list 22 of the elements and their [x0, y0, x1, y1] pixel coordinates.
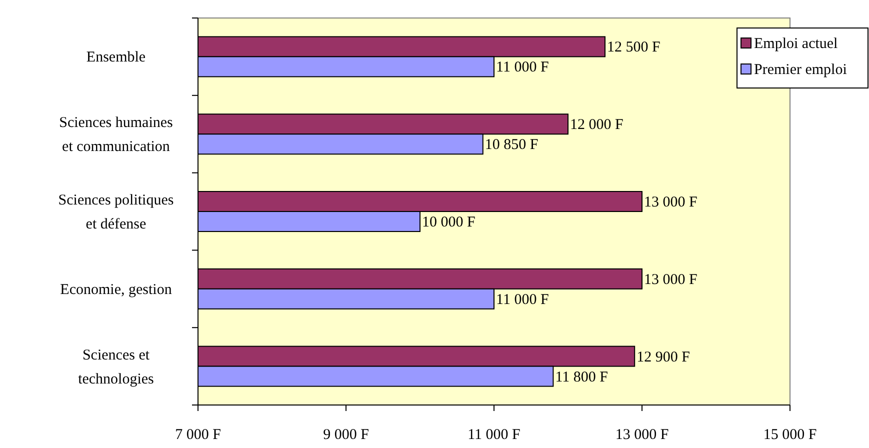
- x-tick-label: 15 000 F: [763, 427, 817, 443]
- y-tick-label: Economie, gestion: [60, 282, 172, 298]
- data-label: 13 000 F: [644, 272, 698, 288]
- data-label: 12 900 F: [636, 349, 690, 366]
- data-label: 13 000 F: [644, 194, 698, 210]
- x-tick-label: 9 000 F: [323, 427, 369, 443]
- data-label: 10 850 F: [484, 137, 538, 154]
- data-label: 12 500 F: [607, 40, 660, 56]
- data-label: 11 800 F: [555, 369, 608, 386]
- data-label: 11 000 F: [496, 60, 549, 76]
- legend-label: Emploi actuel: [754, 36, 838, 52]
- x-tick-label: 11 000 F: [468, 427, 520, 443]
- y-tick-label: Sciences et technologies: [78, 347, 154, 388]
- y-tick-label: Sciences politiques et défense: [58, 192, 174, 232]
- x-tick-label: 7 000 F: [175, 427, 221, 443]
- data-label: 10 000 F: [422, 214, 476, 230]
- x-tick-label: 13 000 F: [615, 427, 669, 443]
- y-tick-label: Sciences humaines et communication: [59, 115, 174, 156]
- legend-label: Premier emploi: [754, 62, 847, 78]
- y-tick-label: Ensemble: [86, 50, 146, 66]
- data-label: 12 000 F: [570, 117, 624, 134]
- data-label: 11 000 F: [496, 292, 549, 308]
